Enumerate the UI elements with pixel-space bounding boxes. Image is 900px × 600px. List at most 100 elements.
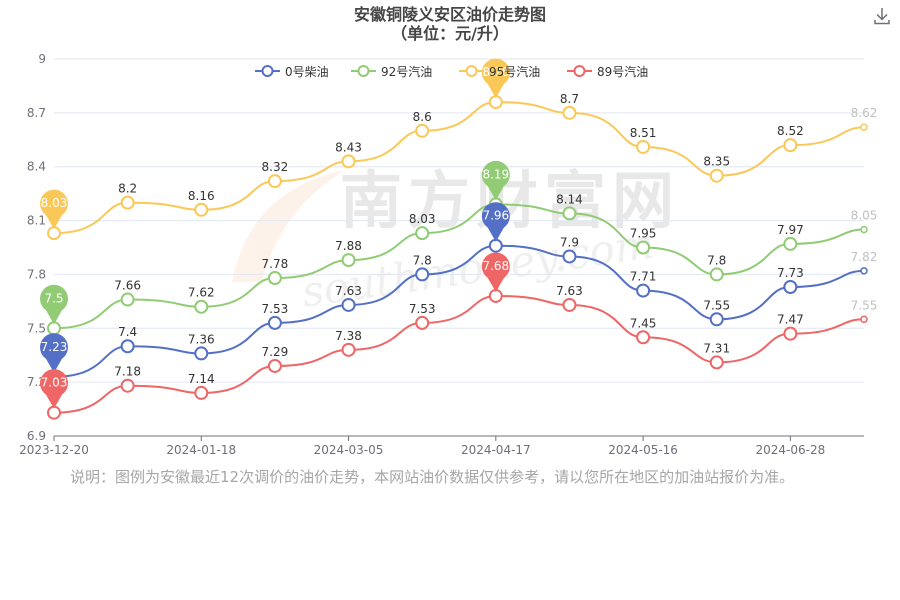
data-point	[267, 174, 282, 189]
data-label: 8.14	[556, 192, 583, 206]
data-label: 8.35	[703, 155, 730, 169]
data-point	[120, 339, 135, 354]
data-label: 7.45	[630, 316, 657, 330]
data-label: 7.66	[114, 279, 141, 293]
pin-shape	[481, 202, 510, 242]
y-tick-label: 8.1	[27, 214, 46, 228]
data-label: 8.51	[630, 126, 657, 140]
data-label: 7.29	[262, 345, 289, 359]
data-label: 8.05	[851, 209, 878, 223]
legend-symbol	[465, 65, 478, 77]
y-tick-label: 9	[38, 52, 46, 66]
pin-label: 8.03	[41, 196, 68, 210]
y-tick-label: 7.5	[27, 321, 46, 335]
data-label: 7.55	[703, 298, 730, 312]
chart-title-text: 安徽铜陵义安区油价走势图	[353, 5, 546, 24]
data-label: 7.31	[703, 341, 730, 355]
pin-marker-min: 7.03	[40, 369, 69, 409]
data-label: 7.55	[851, 298, 878, 312]
data-point	[783, 138, 798, 153]
data-label: 8.6	[413, 110, 432, 124]
data-point	[636, 139, 651, 154]
y-tick-label: 6.9	[27, 429, 46, 443]
watermark-swoosh	[232, 170, 345, 282]
data-point	[120, 195, 135, 210]
data-label: 7.36	[188, 332, 215, 346]
legend-symbol	[573, 65, 586, 77]
pin-label: 7.03	[41, 376, 68, 390]
data-point	[194, 346, 209, 361]
data-label: 7.9	[560, 235, 579, 249]
series-95号汽油: 8.2 8.16 8.32 8.43 8.6 8.7 8.51 8.35 8.52 8.62 8.7…	[40, 58, 878, 241]
pin-marker-min: 7.5	[40, 284, 69, 325]
pin-shape	[40, 189, 69, 230]
legend-symbol	[357, 65, 370, 77]
data-label: 7.18	[114, 365, 141, 379]
data-label: 8.32	[262, 160, 289, 174]
pin-label: 7.68	[482, 259, 509, 273]
pin-label: 7.23	[41, 340, 68, 354]
pin-label: 8.19	[482, 167, 509, 181]
pin-label: 7.5	[44, 291, 63, 305]
data-label: 8.62	[851, 106, 878, 120]
chart-subtitle: （单位：元/升）	[391, 24, 509, 43]
y-tick-label: 8.7	[27, 106, 46, 120]
data-point	[120, 292, 135, 307]
data-point	[783, 279, 798, 294]
y-tick-label: 7.8	[27, 267, 46, 281]
legend-item: 0号柴油	[255, 65, 329, 79]
data-label: 7.82	[851, 250, 878, 264]
x-tick-label: 2024-01-18	[166, 443, 236, 457]
pin-shape	[481, 252, 510, 292]
data-point	[783, 236, 798, 251]
data-point	[341, 342, 356, 357]
data-point	[120, 378, 135, 393]
x-tick-label: 2024-05-16	[608, 443, 678, 457]
x-tick-label: 2024-06-28	[755, 443, 825, 457]
data-point	[267, 358, 282, 373]
data-point	[860, 225, 868, 234]
data-point	[415, 267, 430, 282]
pin-shape	[40, 369, 69, 409]
data-point	[562, 105, 577, 120]
data-point	[341, 297, 356, 312]
pin-shape	[40, 333, 69, 373]
data-point	[636, 330, 651, 345]
data-point	[860, 123, 868, 131]
data-label: 8.7	[560, 92, 579, 106]
pin-label: 8.76	[482, 65, 509, 79]
download-icon[interactable]	[872, 6, 892, 26]
data-point	[415, 315, 430, 330]
pin-marker-max: 8.19	[481, 160, 510, 201]
chart-title: 安徽铜陵义安区油价走势图 （单位：元/升）	[0, 5, 900, 43]
series-line	[53, 294, 865, 414]
data-point	[709, 312, 724, 327]
legend-symbol	[261, 65, 274, 77]
data-point	[415, 226, 430, 241]
legend-label: 89号汽油	[597, 64, 648, 79]
data-label: 8.03	[409, 212, 436, 226]
data-label: 7.8	[413, 253, 432, 267]
data-point	[415, 123, 430, 138]
data-point	[194, 299, 209, 314]
data-label: 8.16	[188, 189, 215, 203]
data-point	[267, 315, 282, 330]
data-label: 7.73	[777, 266, 804, 280]
data-point	[562, 297, 577, 312]
series-92号汽油: 7.66 7.62 7.78 7.88 8.03 8.14 7.95 7.8 7.97 8.05 8…	[40, 160, 878, 336]
legend-item: 89号汽油	[567, 64, 648, 79]
data-point	[783, 326, 798, 341]
data-label: 7.8	[707, 253, 726, 267]
pin-shape	[40, 284, 69, 325]
series-89号汽油: 7.18 7.14 7.29 7.38 7.53 7.63 7.45 7.31 7.47 7.55…	[40, 252, 878, 420]
x-tick-label: 2024-04-17	[461, 443, 531, 457]
data-point	[636, 283, 651, 298]
data-point	[194, 202, 209, 217]
data-point	[194, 385, 209, 400]
data-point	[341, 154, 356, 169]
data-point	[267, 271, 282, 286]
pin-marker-min: 8.03	[40, 189, 69, 230]
legend-label: 0号柴油	[285, 65, 329, 79]
x-tick-label: 2023-12-20	[19, 443, 89, 457]
